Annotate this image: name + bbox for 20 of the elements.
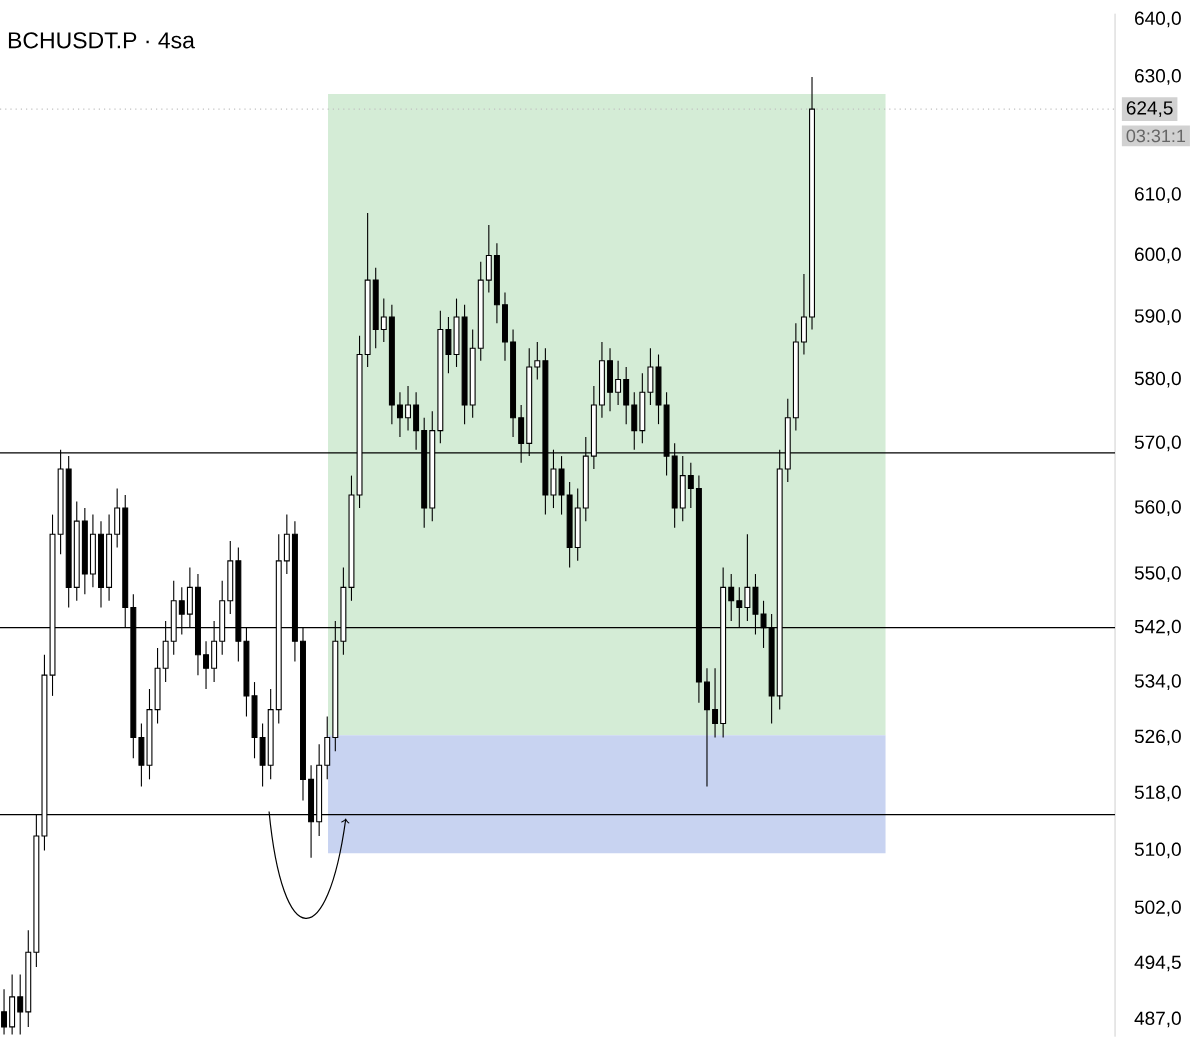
- y-tick-label: 550,0: [1134, 566, 1181, 582]
- y-tick-label: 610,0: [1135, 187, 1181, 203]
- y-tick-label: 640,0: [1135, 11, 1181, 28]
- y-tick-label: 560,0: [1134, 500, 1181, 516]
- y-tick-label: 570,0: [1134, 435, 1181, 452]
- y-tick-label: 518,0: [1134, 785, 1181, 802]
- text: BCHUSDT.P · 4sa: [8, 32, 195, 49]
- y-tick-label: 590,0: [1134, 309, 1181, 325]
- text: 03:31:1: [1126, 129, 1186, 143]
- y-tick-label: 494,5: [1134, 955, 1181, 972]
- y-tick-label: 526,0: [1134, 729, 1181, 746]
- y-tick-label: 534,0: [1134, 674, 1181, 690]
- y-tick-label: 542,0: [1134, 619, 1181, 636]
- y-tick-label: 510,0: [1134, 842, 1181, 859]
- y-tick-label: 502,0: [1134, 900, 1181, 917]
- ref-line-label: 624,5: [1126, 101, 1173, 117]
- y-tick-label: 580,0: [1134, 371, 1181, 388]
- y-tick-label: 487,0: [1134, 1011, 1181, 1028]
- y-tick-label: 630,0: [1135, 69, 1181, 85]
- y-tick-label: 600,0: [1135, 247, 1181, 264]
